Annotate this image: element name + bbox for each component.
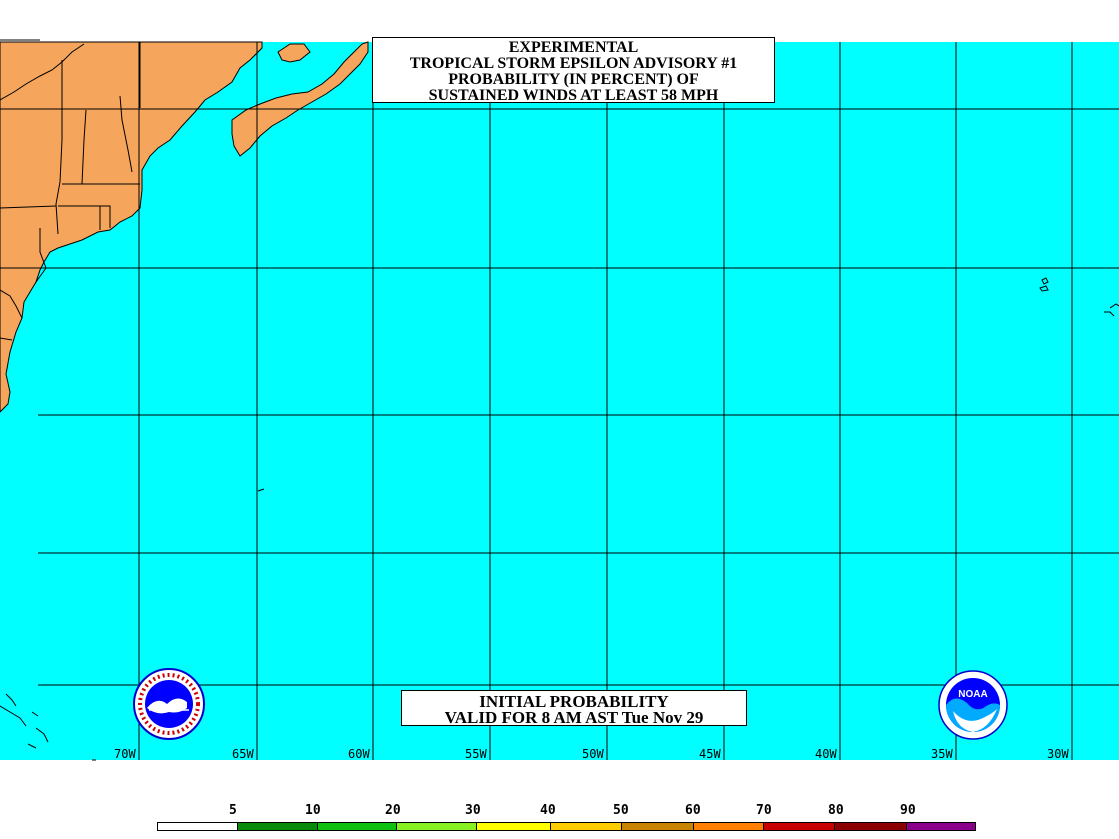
- legend-swatch: [834, 822, 907, 831]
- land-mass: [0, 41, 369, 413]
- legend-swatch: [550, 822, 622, 831]
- legend-swatch: [693, 822, 764, 831]
- legend-label: 90: [900, 803, 916, 818]
- islands: [0, 277, 1119, 761]
- legend-label: 20: [385, 803, 401, 818]
- legend-label: 10: [305, 803, 321, 818]
- valid-time-box: INITIAL PROBABILITY VALID FOR 8 AM AST T…: [401, 690, 747, 726]
- legend-label: 5: [229, 803, 237, 818]
- title-box: EXPERIMENTAL TROPICAL STORM EPSILON ADVI…: [372, 37, 775, 104]
- legend-swatch: [621, 822, 694, 831]
- longitude-label: 45W: [699, 747, 721, 761]
- legend-label: 40: [540, 803, 556, 818]
- longitude-label: 50W: [582, 747, 604, 761]
- legend-label: 50: [613, 803, 629, 818]
- longitude-label: 70W: [114, 747, 136, 761]
- title-line-3: PROBABILITY (IN PERCENT) OF: [448, 71, 699, 88]
- nws-logo-icon: [133, 668, 205, 740]
- legend-swatch: [317, 822, 397, 831]
- legend-swatch: [237, 822, 318, 831]
- longitude-label: 40W: [815, 747, 837, 761]
- valid-line-2: VALID FOR 8 AM AST Tue Nov 29: [444, 708, 704, 727]
- longitude-label: 35W: [931, 747, 953, 761]
- legend-swatch: [763, 822, 835, 831]
- legend-label: 80: [828, 803, 844, 818]
- lat-lon-grid: [0, 42, 1119, 760]
- legend-label: 60: [685, 803, 701, 818]
- legend-swatch: [906, 822, 976, 831]
- svg-text:NOAA: NOAA: [958, 689, 987, 700]
- valid-line-1: INITIAL PROBABILITY: [479, 692, 669, 711]
- legend-label: 30: [465, 803, 481, 818]
- state-boundaries: [0, 39, 141, 341]
- ocean: [0, 42, 1119, 760]
- legend-swatch: [396, 822, 477, 831]
- longitude-label: 30W: [1047, 747, 1069, 761]
- longitude-label: 65W: [232, 747, 254, 761]
- title-line-2: TROPICAL STORM EPSILON ADVISORY #1: [409, 55, 738, 72]
- longitude-label: 60W: [348, 747, 370, 761]
- legend-swatch: [476, 822, 551, 831]
- noaa-logo-icon: NOAA: [938, 670, 1008, 740]
- title-line-4: SUSTAINED WINDS AT LEAST 58 MPH: [428, 87, 719, 104]
- longitude-label: 55W: [465, 747, 487, 761]
- title-line-1: EXPERIMENTAL: [508, 39, 639, 56]
- legend-label: 70: [756, 803, 772, 818]
- legend-swatch: [157, 822, 238, 831]
